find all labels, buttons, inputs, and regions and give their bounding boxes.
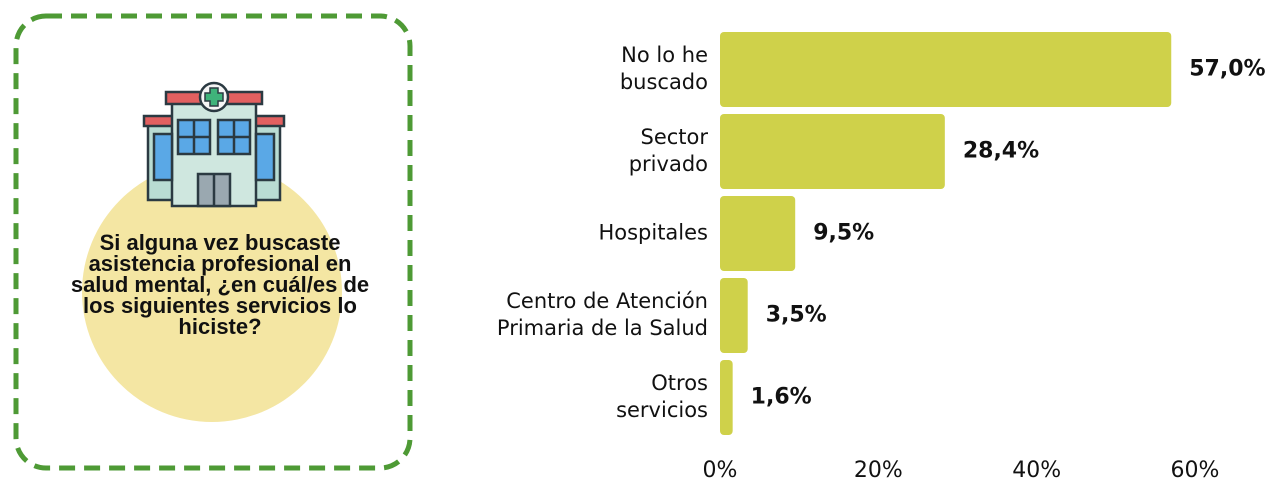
- x-tick-label: 60%: [1171, 458, 1220, 483]
- category-label: Sector privado: [629, 125, 709, 176]
- value-label: 3,5%: [766, 303, 827, 328]
- value-label: 28,4%: [963, 139, 1039, 164]
- bar: [720, 32, 1172, 107]
- category-label: Centro de Atención Primaria de la Salud: [497, 289, 708, 340]
- category-label: Otros servicios: [616, 371, 708, 422]
- x-tick-label: 0%: [703, 458, 738, 483]
- x-tick-label: 40%: [1012, 458, 1061, 483]
- hospital-icon: [142, 81, 286, 208]
- value-label: 1,6%: [751, 385, 812, 410]
- value-label: 57,0%: [1189, 57, 1265, 82]
- bar: [720, 278, 748, 353]
- bar: [720, 360, 733, 435]
- value-label: 9,5%: [813, 221, 874, 246]
- bar: [720, 196, 796, 271]
- question-text: Si alguna vez buscaste asistencia profes…: [70, 230, 370, 339]
- highlight-circle: [82, 162, 342, 422]
- category-label: Hospitales: [598, 221, 708, 245]
- x-tick-label: 20%: [854, 458, 903, 483]
- bar: [720, 114, 945, 189]
- panel-border: [13, 13, 413, 471]
- category-label: No lo he buscado: [620, 43, 708, 94]
